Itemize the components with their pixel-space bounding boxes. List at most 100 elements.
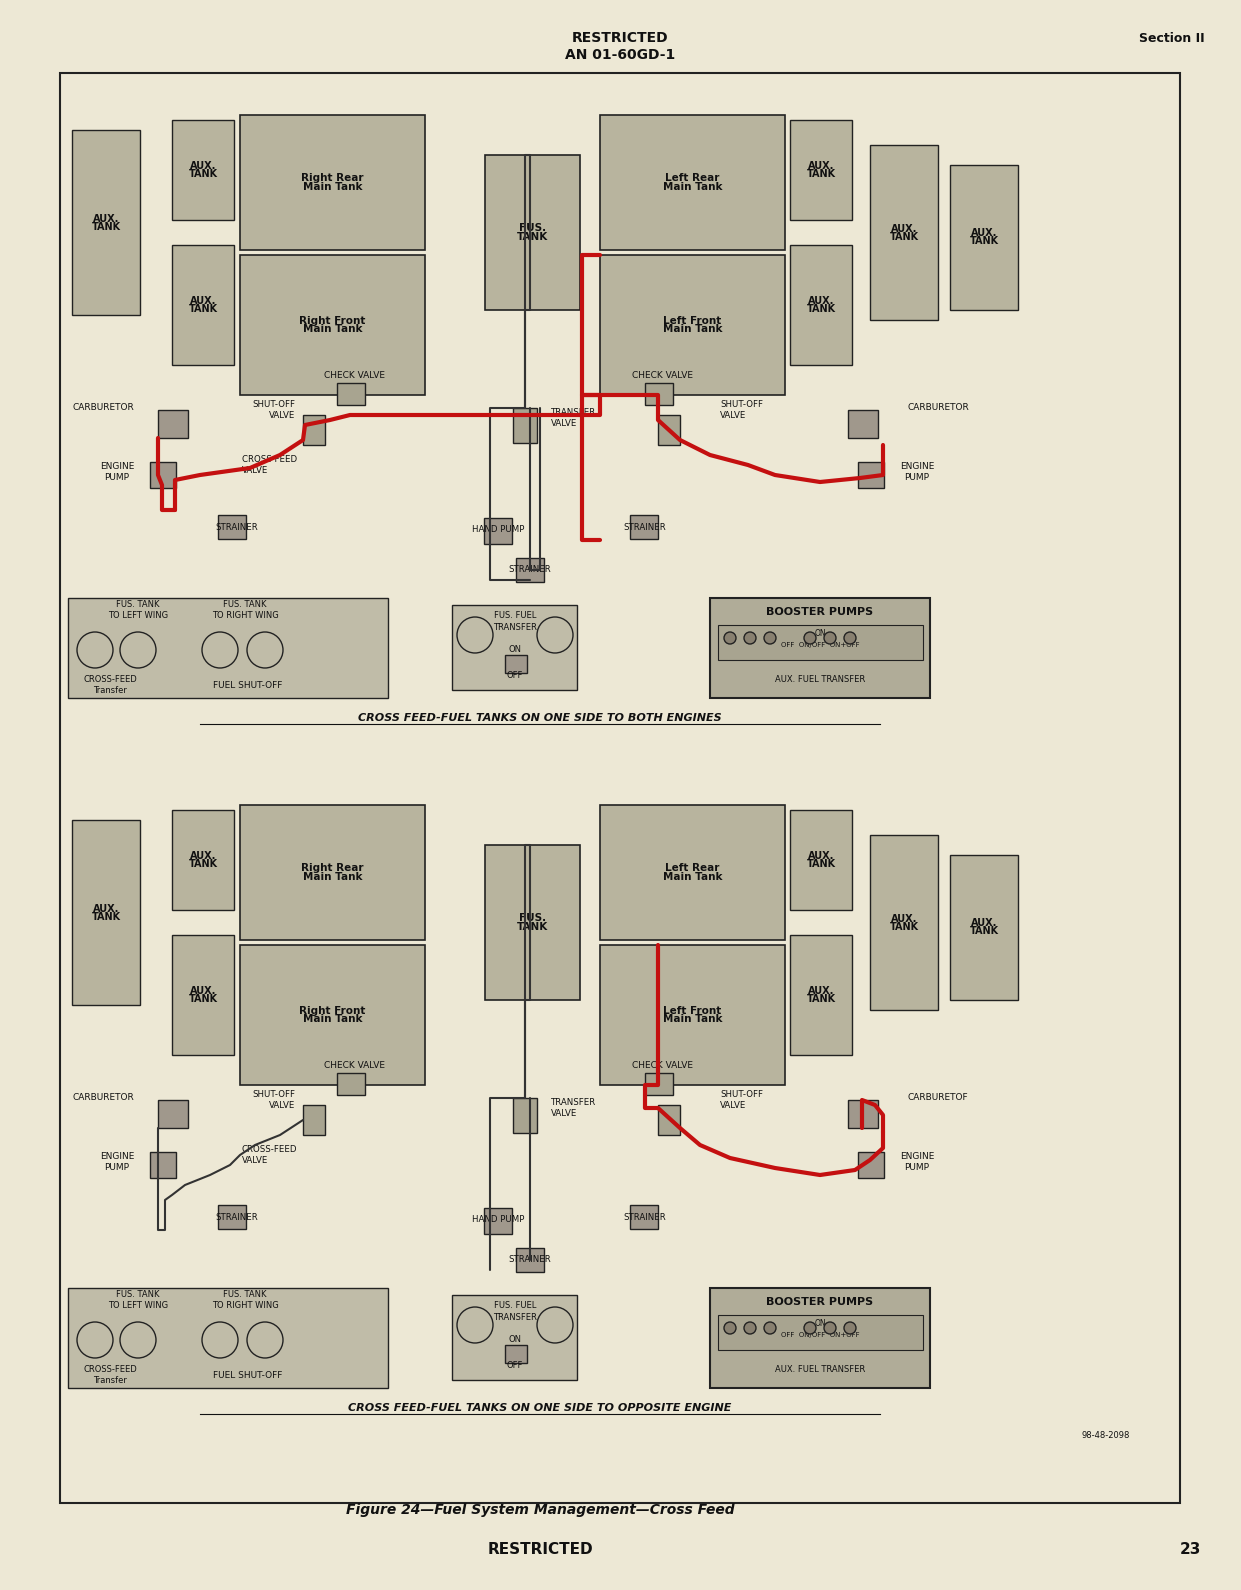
Text: Main Tank: Main Tank xyxy=(663,871,722,882)
Text: AUX.: AUX. xyxy=(190,851,216,862)
Text: Main Tank: Main Tank xyxy=(663,324,722,334)
Bar xyxy=(870,835,938,1010)
Text: STRAINER: STRAINER xyxy=(509,1256,551,1264)
Text: TANK: TANK xyxy=(969,927,999,937)
Bar xyxy=(658,415,680,445)
Text: AUX.: AUX. xyxy=(970,919,998,929)
Circle shape xyxy=(745,1321,756,1334)
Bar xyxy=(791,245,853,366)
Bar xyxy=(172,809,235,909)
Circle shape xyxy=(764,1321,776,1334)
Text: TANK: TANK xyxy=(807,169,835,180)
Bar xyxy=(848,410,877,437)
Circle shape xyxy=(824,1321,836,1334)
Text: AUX.: AUX. xyxy=(808,851,834,862)
Circle shape xyxy=(804,1321,817,1334)
Circle shape xyxy=(77,1321,113,1358)
Text: STRAINER: STRAINER xyxy=(624,1213,666,1221)
Bar xyxy=(645,1073,673,1096)
Text: STRAINER: STRAINER xyxy=(216,523,258,531)
Text: 23: 23 xyxy=(1179,1542,1201,1558)
Bar xyxy=(505,655,527,673)
Text: AUX. FUEL TRANSFER: AUX. FUEL TRANSFER xyxy=(774,676,865,685)
Text: AUX.: AUX. xyxy=(190,161,216,172)
Text: TANK: TANK xyxy=(890,922,918,932)
Text: AUX.: AUX. xyxy=(808,296,834,305)
Text: ON: ON xyxy=(509,646,521,655)
Bar xyxy=(485,844,580,1000)
Text: CHECK VALVE: CHECK VALVE xyxy=(324,370,386,380)
Text: Left Front: Left Front xyxy=(664,1006,721,1016)
Text: AN 01-60GD-1: AN 01-60GD-1 xyxy=(565,48,675,62)
Bar xyxy=(240,805,424,940)
Circle shape xyxy=(202,1321,238,1358)
Text: ENGINE
PUMP: ENGINE PUMP xyxy=(99,1153,134,1172)
Bar xyxy=(645,383,673,405)
Circle shape xyxy=(724,631,736,644)
Text: TANK: TANK xyxy=(189,169,217,180)
Bar xyxy=(719,625,923,660)
Bar xyxy=(513,409,537,444)
Bar xyxy=(858,463,884,488)
Text: Right Rear: Right Rear xyxy=(302,173,364,183)
Text: Main Tank: Main Tank xyxy=(303,181,362,192)
Text: ENGINE
PUMP: ENGINE PUMP xyxy=(99,463,134,482)
Bar xyxy=(452,606,577,690)
Text: FUS. TANK
TO LEFT WING: FUS. TANK TO LEFT WING xyxy=(108,601,168,620)
Text: OFF: OFF xyxy=(506,1361,524,1371)
Bar xyxy=(848,1100,877,1127)
Text: AUX.: AUX. xyxy=(190,986,216,995)
Bar xyxy=(505,1345,527,1363)
Circle shape xyxy=(844,631,856,644)
Bar xyxy=(516,1248,544,1272)
Bar xyxy=(72,130,140,315)
Text: SHUT-OFF
VALVE: SHUT-OFF VALVE xyxy=(720,1091,763,1110)
Bar xyxy=(172,245,235,366)
Bar xyxy=(158,1100,187,1127)
Text: AUX.: AUX. xyxy=(808,161,834,172)
Text: TANK: TANK xyxy=(890,232,918,242)
Text: SHUT-OFF
VALVE: SHUT-OFF VALVE xyxy=(252,401,295,420)
Bar xyxy=(60,73,1180,1503)
Bar xyxy=(240,254,424,394)
Circle shape xyxy=(537,617,573,653)
Text: TANK: TANK xyxy=(969,237,999,246)
Text: TANK: TANK xyxy=(189,304,217,313)
Bar xyxy=(172,935,235,1056)
Bar xyxy=(303,415,325,445)
Text: Main Tank: Main Tank xyxy=(303,1014,362,1024)
Bar xyxy=(791,119,853,219)
Circle shape xyxy=(120,1321,156,1358)
Circle shape xyxy=(824,631,836,644)
Text: CROSS-FEED
VALVE: CROSS-FEED VALVE xyxy=(242,1145,298,1165)
Text: TANK: TANK xyxy=(92,221,120,232)
Bar xyxy=(630,515,658,539)
Text: Main Tank: Main Tank xyxy=(303,871,362,882)
Bar xyxy=(303,1105,325,1135)
Text: CARBURETOF: CARBURETOF xyxy=(908,1094,969,1102)
Bar xyxy=(513,1099,537,1134)
Text: SHUT-OFF
VALVE: SHUT-OFF VALVE xyxy=(720,401,763,420)
Text: AUX.: AUX. xyxy=(970,229,998,238)
Text: FUEL SHUT-OFF: FUEL SHUT-OFF xyxy=(213,1371,283,1380)
Text: TRANSFER: TRANSFER xyxy=(493,623,537,631)
Text: CARBURETOR: CARBURETOR xyxy=(72,1094,134,1102)
Text: TANK: TANK xyxy=(189,859,217,870)
Bar xyxy=(858,1153,884,1178)
Circle shape xyxy=(804,631,817,644)
Text: STRAINER: STRAINER xyxy=(216,1213,258,1221)
Circle shape xyxy=(457,1307,493,1344)
Text: ON: ON xyxy=(509,1336,521,1345)
Bar xyxy=(710,598,930,698)
Bar xyxy=(218,515,246,539)
Text: FUS.: FUS. xyxy=(519,913,546,924)
Circle shape xyxy=(202,631,238,668)
Text: TRANSFER
VALVE: TRANSFER VALVE xyxy=(551,409,596,428)
Bar xyxy=(599,805,786,940)
Text: TANK: TANK xyxy=(92,911,120,922)
Bar xyxy=(218,1205,246,1229)
Text: TRANSFER
VALVE: TRANSFER VALVE xyxy=(551,1099,596,1118)
Text: HAND PUMP: HAND PUMP xyxy=(472,1215,524,1224)
Text: Right Front: Right Front xyxy=(299,1006,366,1016)
Bar xyxy=(658,1105,680,1135)
